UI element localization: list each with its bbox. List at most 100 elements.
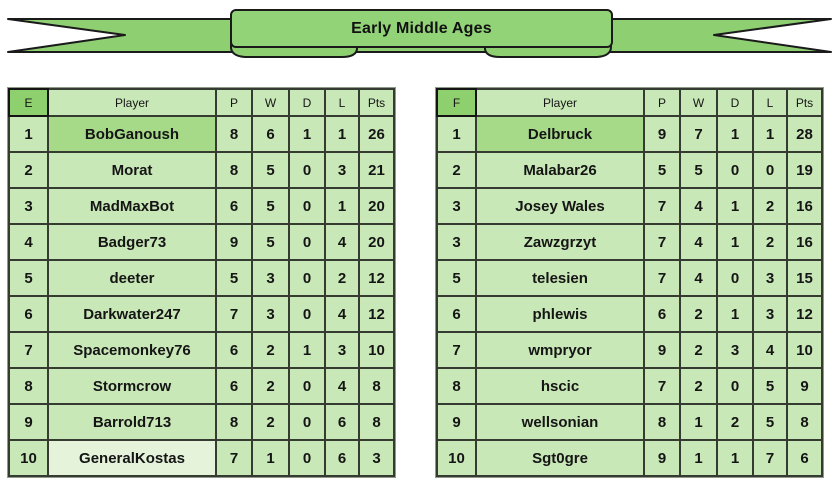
stat-cell: 2 xyxy=(754,189,786,223)
stat-cell: 5 xyxy=(754,369,786,403)
header-cell: P xyxy=(217,90,251,115)
stat-cell: 3 xyxy=(754,297,786,331)
stat-cell: 5 xyxy=(681,153,716,187)
rank-cell: 7 xyxy=(438,333,475,367)
stat-cell: 5 xyxy=(253,189,288,223)
stat-cell: 4 xyxy=(681,225,716,259)
rank-cell: 3 xyxy=(438,189,475,223)
stat-cell: 0 xyxy=(754,153,786,187)
stat-cell: 1 xyxy=(290,117,324,151)
stat-cell: 1 xyxy=(718,117,752,151)
stat-cell: 0 xyxy=(290,261,324,295)
ribbon-title-box xyxy=(230,9,613,48)
player-cell: hscic xyxy=(477,369,643,403)
player-cell: Delbruck xyxy=(477,117,643,151)
stat-cell: 8 xyxy=(360,405,393,439)
stat-cell: 0 xyxy=(290,405,324,439)
player-cell: Barrold713 xyxy=(49,405,215,439)
stat-cell: 0 xyxy=(290,225,324,259)
stat-cell: 6 xyxy=(217,333,251,367)
player-cell: Josey Wales xyxy=(477,189,643,223)
stat-cell: 16 xyxy=(788,225,821,259)
stat-cell: 8 xyxy=(217,117,251,151)
stat-cell: 6 xyxy=(253,117,288,151)
stat-cell: 2 xyxy=(253,333,288,367)
player-cell: deeter xyxy=(49,261,215,295)
player-cell: Sgt0gre xyxy=(477,441,643,475)
rank-cell: 8 xyxy=(10,369,47,403)
rank-cell: 8 xyxy=(438,369,475,403)
stat-cell: 2 xyxy=(681,297,716,331)
stat-cell: 7 xyxy=(645,261,679,295)
stat-cell: 28 xyxy=(788,117,821,151)
stat-cell: 2 xyxy=(681,369,716,403)
stat-cell: 7 xyxy=(645,225,679,259)
stat-cell: 7 xyxy=(645,369,679,403)
stat-cell: 3 xyxy=(253,261,288,295)
stat-cell: 0 xyxy=(290,369,324,403)
stat-cell: 6 xyxy=(217,189,251,223)
rank-cell: 5 xyxy=(10,261,47,295)
stat-cell: 6 xyxy=(326,441,358,475)
group-letter-cell: F xyxy=(438,90,475,115)
rank-cell: 3 xyxy=(438,225,475,259)
stat-cell: 1 xyxy=(681,441,716,475)
header-cell: D xyxy=(718,90,752,115)
player-cell: Malabar26 xyxy=(477,153,643,187)
stat-cell: 8 xyxy=(217,405,251,439)
header-cell: D xyxy=(290,90,324,115)
rank-cell: 10 xyxy=(438,441,475,475)
header-cell: Pts xyxy=(360,90,393,115)
stat-cell: 7 xyxy=(217,441,251,475)
group-f-table: F Player P W D L Pts 1 Delbruck 9 7 1 1 28 2 Malabar26 5… xyxy=(436,88,823,477)
player-cell: wmpryor xyxy=(477,333,643,367)
stat-cell: 1 xyxy=(718,225,752,259)
stat-cell: 12 xyxy=(788,297,821,331)
banner-title: Early Middle Ages xyxy=(351,19,492,37)
rank-cell: 6 xyxy=(10,297,47,331)
header-cell: L xyxy=(754,90,786,115)
stat-cell: 4 xyxy=(754,333,786,367)
stat-cell: 0 xyxy=(290,189,324,223)
stat-cell: 7 xyxy=(217,297,251,331)
rank-cell: 3 xyxy=(10,189,47,223)
stat-cell: 8 xyxy=(360,369,393,403)
stat-cell: 8 xyxy=(645,405,679,439)
stat-cell: 12 xyxy=(360,297,393,331)
rank-cell: 9 xyxy=(438,405,475,439)
stat-cell: 16 xyxy=(788,189,821,223)
stat-cell: 9 xyxy=(645,333,679,367)
stat-cell: 2 xyxy=(754,225,786,259)
header-cell: P xyxy=(645,90,679,115)
header-cell: Player xyxy=(477,90,643,115)
stat-cell: 0 xyxy=(290,153,324,187)
stat-cell: 0 xyxy=(718,261,752,295)
stat-cell: 3 xyxy=(718,333,752,367)
rank-cell: 5 xyxy=(438,261,475,295)
stat-cell: 1 xyxy=(718,441,752,475)
player-cell: GeneralKostas xyxy=(49,441,215,475)
stat-cell: 12 xyxy=(360,261,393,295)
rank-cell: 1 xyxy=(10,117,47,151)
stat-cell: 1 xyxy=(326,117,358,151)
stat-cell: 4 xyxy=(681,261,716,295)
stat-cell: 6 xyxy=(326,405,358,439)
stat-cell: 7 xyxy=(645,189,679,223)
stat-cell: 8 xyxy=(788,405,821,439)
stat-cell: 5 xyxy=(645,153,679,187)
stat-cell: 26 xyxy=(360,117,393,151)
stat-cell: 1 xyxy=(681,405,716,439)
rank-cell: 9 xyxy=(10,405,47,439)
player-cell: Badger73 xyxy=(49,225,215,259)
stat-cell: 2 xyxy=(326,261,358,295)
rank-cell: 7 xyxy=(10,333,47,367)
player-cell: Darkwater247 xyxy=(49,297,215,331)
player-cell: Morat xyxy=(49,153,215,187)
player-cell: wellsonian xyxy=(477,405,643,439)
stat-cell: 3 xyxy=(326,153,358,187)
header-cell: W xyxy=(681,90,716,115)
rank-cell: 6 xyxy=(438,297,475,331)
stat-cell: 7 xyxy=(754,441,786,475)
rank-cell: 2 xyxy=(438,153,475,187)
stat-cell: 3 xyxy=(360,441,393,475)
